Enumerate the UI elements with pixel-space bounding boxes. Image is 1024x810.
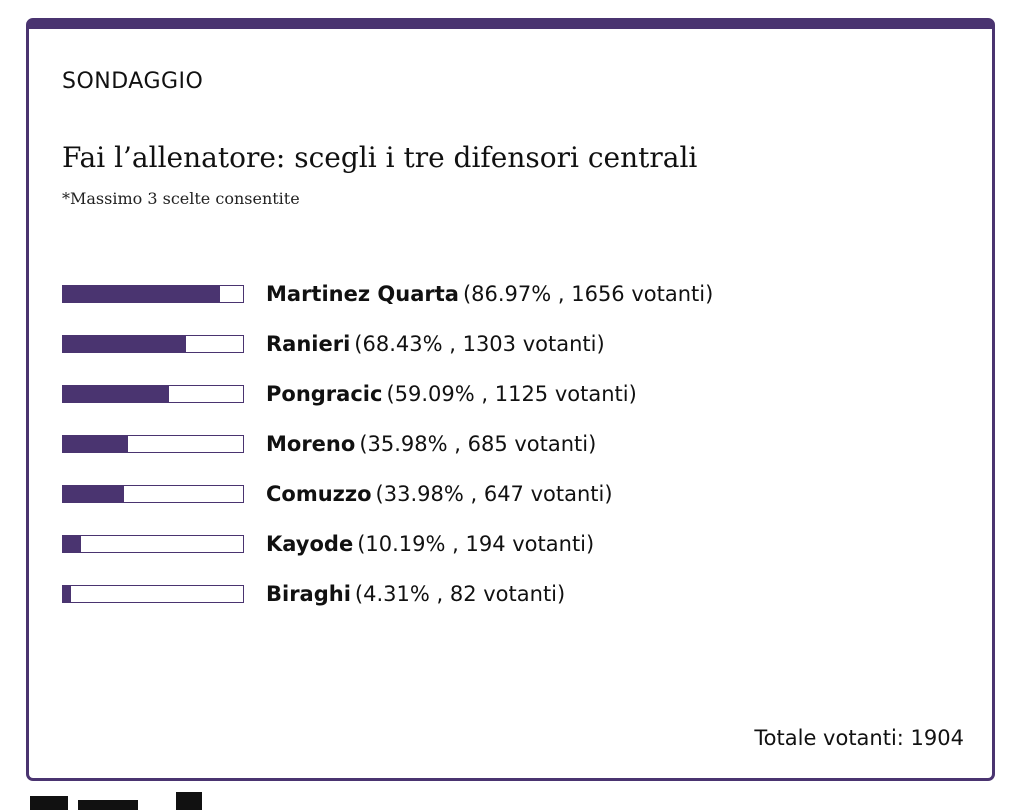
option-text: Moreno (35.98% , 685 votanti) (266, 432, 596, 456)
poll-option-kayode[interactable]: Kayode (10.19% , 194 votanti) (62, 519, 962, 569)
poll-option-biraghi[interactable]: Biraghi (4.31% , 82 votanti) (62, 569, 962, 619)
option-text: Martinez Quarta (86.97% , 1656 votanti) (266, 282, 713, 306)
option-stats: (59.09% , 1125 votanti) (386, 382, 637, 406)
result-bar (62, 285, 244, 303)
option-stats: (35.98% , 685 votanti) (359, 432, 597, 456)
result-bar-fill (63, 536, 82, 552)
option-stats: (10.19% , 194 votanti) (357, 532, 595, 556)
cropped-glyph (176, 792, 202, 810)
poll-option-martinez-quarta[interactable]: Martinez Quarta (86.97% , 1656 votanti) (62, 269, 962, 319)
result-bar (62, 335, 244, 353)
result-bar-fill (63, 436, 128, 452)
option-text: Biraghi (4.31% , 82 votanti) (266, 582, 565, 606)
result-bar (62, 585, 244, 603)
poll-question: Fai l’allenatore: scegli i tre difensori… (62, 141, 698, 174)
option-name: Pongracic (266, 382, 383, 406)
cropped-heading-fragment (26, 790, 236, 810)
option-stats: (86.97% , 1656 votanti) (462, 282, 714, 306)
option-name: Kayode (266, 532, 354, 556)
poll-option-moreno[interactable]: Moreno (35.98% , 685 votanti) (62, 419, 962, 469)
result-bar-fill (63, 386, 170, 402)
result-bar (62, 385, 244, 403)
option-text: Kayode (10.19% , 194 votanti) (266, 532, 594, 556)
option-name: Martinez Quarta (266, 282, 459, 306)
poll-option-ranieri[interactable]: Ranieri (68.43% , 1303 votanti) (62, 319, 962, 369)
option-stats: (4.31% , 82 votanti) (354, 582, 566, 606)
poll-widget: SONDAGGIO Fai l’allenatore: scegli i tre… (26, 18, 995, 781)
poll-note: *Massimo 3 scelte consentite (62, 189, 300, 208)
option-name: Comuzzo (266, 482, 372, 506)
option-text: Ranieri (68.43% , 1303 votanti) (266, 332, 605, 356)
option-stats: (68.43% , 1303 votanti) (354, 332, 605, 356)
option-name: Biraghi (266, 582, 351, 606)
option-name: Ranieri (266, 332, 351, 356)
result-bar (62, 485, 244, 503)
result-bar (62, 435, 244, 453)
result-bar-fill (63, 586, 71, 602)
cropped-glyph (78, 800, 138, 810)
poll-label: SONDAGGIO (62, 69, 204, 94)
result-bar-fill (63, 336, 187, 352)
option-name: Moreno (266, 432, 356, 456)
result-bar-fill (63, 486, 125, 502)
cropped-glyph (30, 796, 68, 810)
result-bar-fill (63, 286, 220, 302)
option-stats: (33.98% , 647 votanti) (375, 482, 613, 506)
option-text: Comuzzo (33.98% , 647 votanti) (266, 482, 613, 506)
total-voters: Totale votanti: 1904 (754, 726, 964, 750)
poll-option-pongracic[interactable]: Pongracic (59.09% , 1125 votanti) (62, 369, 962, 419)
result-bar (62, 535, 244, 553)
option-text: Pongracic (59.09% , 1125 votanti) (266, 382, 637, 406)
poll-option-comuzzo[interactable]: Comuzzo (33.98% , 647 votanti) (62, 469, 962, 519)
poll-options: Martinez Quarta (86.97% , 1656 votanti) R… (62, 269, 962, 619)
